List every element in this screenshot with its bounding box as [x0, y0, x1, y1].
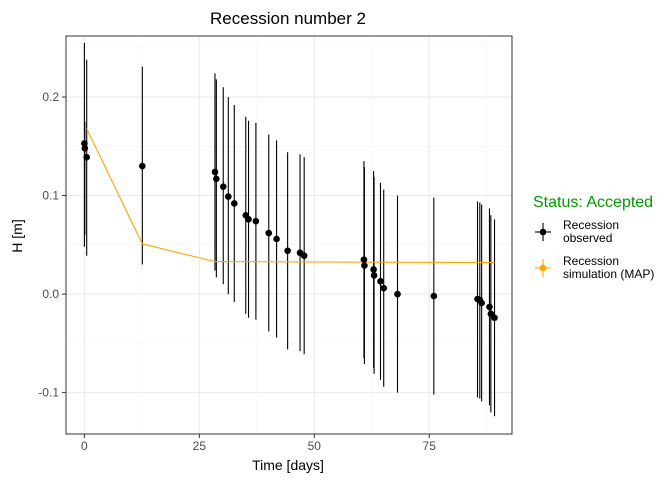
y-tick-label: -0.1: [38, 386, 59, 400]
data-point: [211, 168, 219, 176]
chart-title: Recession number 2: [210, 9, 366, 28]
data-point: [273, 235, 280, 243]
simulation-line: [86, 128, 495, 264]
data-point: [81, 145, 89, 152]
data-point: [380, 284, 388, 292]
legend-key-point: [539, 264, 547, 272]
data-point: [219, 183, 227, 191]
x-axis-title: Time [days]: [252, 457, 324, 473]
data-point: [245, 215, 252, 223]
x-tick-label: 25: [193, 439, 207, 453]
legend-key-point: [539, 228, 547, 236]
data-point: [230, 200, 238, 207]
data-point: [225, 193, 232, 200]
data-point: [478, 299, 485, 307]
data-point: [300, 252, 308, 259]
data-point: [360, 256, 368, 263]
x-tick-label: 75: [423, 439, 437, 453]
legend-label: Recession: [563, 218, 619, 232]
data-point: [370, 272, 378, 279]
data-point: [377, 278, 384, 285]
data-point: [252, 217, 260, 225]
x-tick-label: 0: [81, 439, 88, 453]
data-point: [486, 303, 493, 311]
data-point: [491, 314, 498, 322]
plot-panel: 0 25 50 75 -0.1 0.0 0.1 0.2: [38, 35, 513, 453]
data-point: [430, 292, 438, 300]
data-point: [394, 290, 401, 298]
data-point: [370, 266, 377, 273]
data-point: [265, 229, 273, 237]
legend-title: Status: Accepted: [533, 194, 653, 211]
legend-label: observed: [563, 231, 612, 245]
plot-border: [65, 35, 513, 435]
y-axis-title: H [m]: [9, 219, 25, 252]
data-point: [139, 162, 146, 170]
x-tick-label: 50: [308, 439, 322, 453]
data-point: [81, 140, 88, 147]
data-point: [284, 247, 291, 255]
legend-label: Recession: [563, 254, 619, 268]
legend-label: simulation (MAP): [563, 267, 654, 281]
data-point: [361, 262, 368, 269]
data-point: [213, 175, 220, 183]
y-tick-label: 0.1: [42, 189, 59, 203]
y-tick-label: 0.2: [42, 90, 59, 104]
legend: Status: Accepted RecessionobservedRecess…: [533, 194, 654, 281]
y-tick-label: 0.0: [42, 287, 59, 301]
data-point: [83, 153, 90, 161]
